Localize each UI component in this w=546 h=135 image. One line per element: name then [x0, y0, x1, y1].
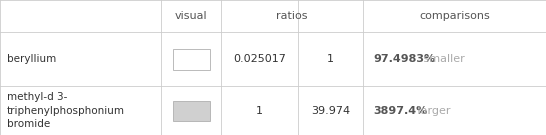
Text: 0.025017: 0.025017 [233, 54, 286, 64]
Text: methyl-d 3-
triphenylphosphonium
bromide: methyl-d 3- triphenylphosphonium bromide [7, 92, 124, 129]
Text: beryllium: beryllium [7, 54, 56, 64]
Bar [173, 101, 210, 121]
Text: 97.4983%: 97.4983% [373, 54, 435, 64]
Text: 1: 1 [327, 54, 334, 64]
Text: comparisons: comparisons [419, 11, 490, 21]
Text: smaller: smaller [420, 54, 465, 64]
Text: 39.974: 39.974 [311, 106, 350, 116]
Text: 3897.4%: 3897.4% [373, 106, 427, 116]
Text: ratios: ratios [276, 11, 308, 21]
Bar [173, 49, 210, 70]
Text: visual: visual [175, 11, 207, 21]
Text: 1: 1 [256, 106, 263, 116]
Text: larger: larger [414, 106, 450, 116]
